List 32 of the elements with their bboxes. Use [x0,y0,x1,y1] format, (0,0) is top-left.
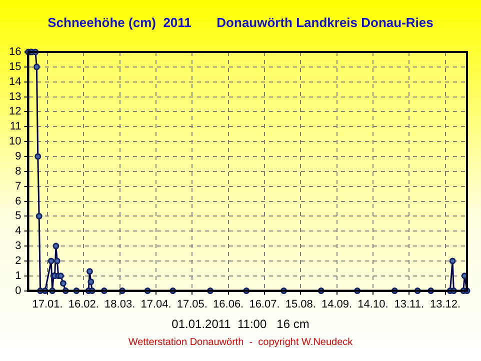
text: 01.01.2011 11:00 16 cm [170,317,310,331]
y-tick-label: 14 [8,76,22,88]
x-tick-label: 17.05. [176,298,208,310]
y-tick-label: 8 [15,165,22,178]
y-tick-label: 1 [15,270,22,282]
y-tick-label: 5 [15,210,22,222]
y-tick-label: 0 [15,284,22,297]
y-tick-label: 15 [8,60,22,73]
y-tick-label: 4 [15,225,22,238]
x-tick-label: 17.04. [140,298,172,310]
y-tick-label: 6 [15,195,22,208]
x-tick-label: 17.01. [32,298,63,310]
y-tick-label: 7 [15,180,22,192]
x-tick-label: 16.06. [213,298,244,310]
x-tick-label: 14.09. [322,298,352,310]
x-tick-label: 15.08. [285,298,316,310]
y-tick-label: 16 [8,46,22,58]
chart-title: Schneehöhe (cm) 2011 Donauwörth Landkreis Donau-Ries [46,15,434,30]
x-tick-label: 16.02. [68,298,99,310]
x-tick-label: 13.12. [430,298,461,310]
text: Wetterstation Donauwörth - copyright W.Neudeck [127,337,354,348]
x-tick-label: 13.11. [394,298,424,310]
y-tick-label: 2 [15,254,22,267]
y-tick-label: 11 [10,120,22,133]
y-tick-label: 12 [8,106,22,118]
y-tick-label: 3 [15,240,22,252]
y-tick-label: 10 [8,136,22,148]
y-tick-label: 13 [8,90,22,103]
x-tick-label: 18.03. [104,298,136,310]
x-tick-label: 14.10. [358,298,388,310]
y-tick-label: 9 [15,150,22,163]
x-tick-label: 16.07. [249,298,280,310]
